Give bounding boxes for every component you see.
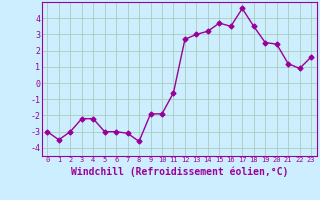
X-axis label: Windchill (Refroidissement éolien,°C): Windchill (Refroidissement éolien,°C) (70, 166, 288, 177)
